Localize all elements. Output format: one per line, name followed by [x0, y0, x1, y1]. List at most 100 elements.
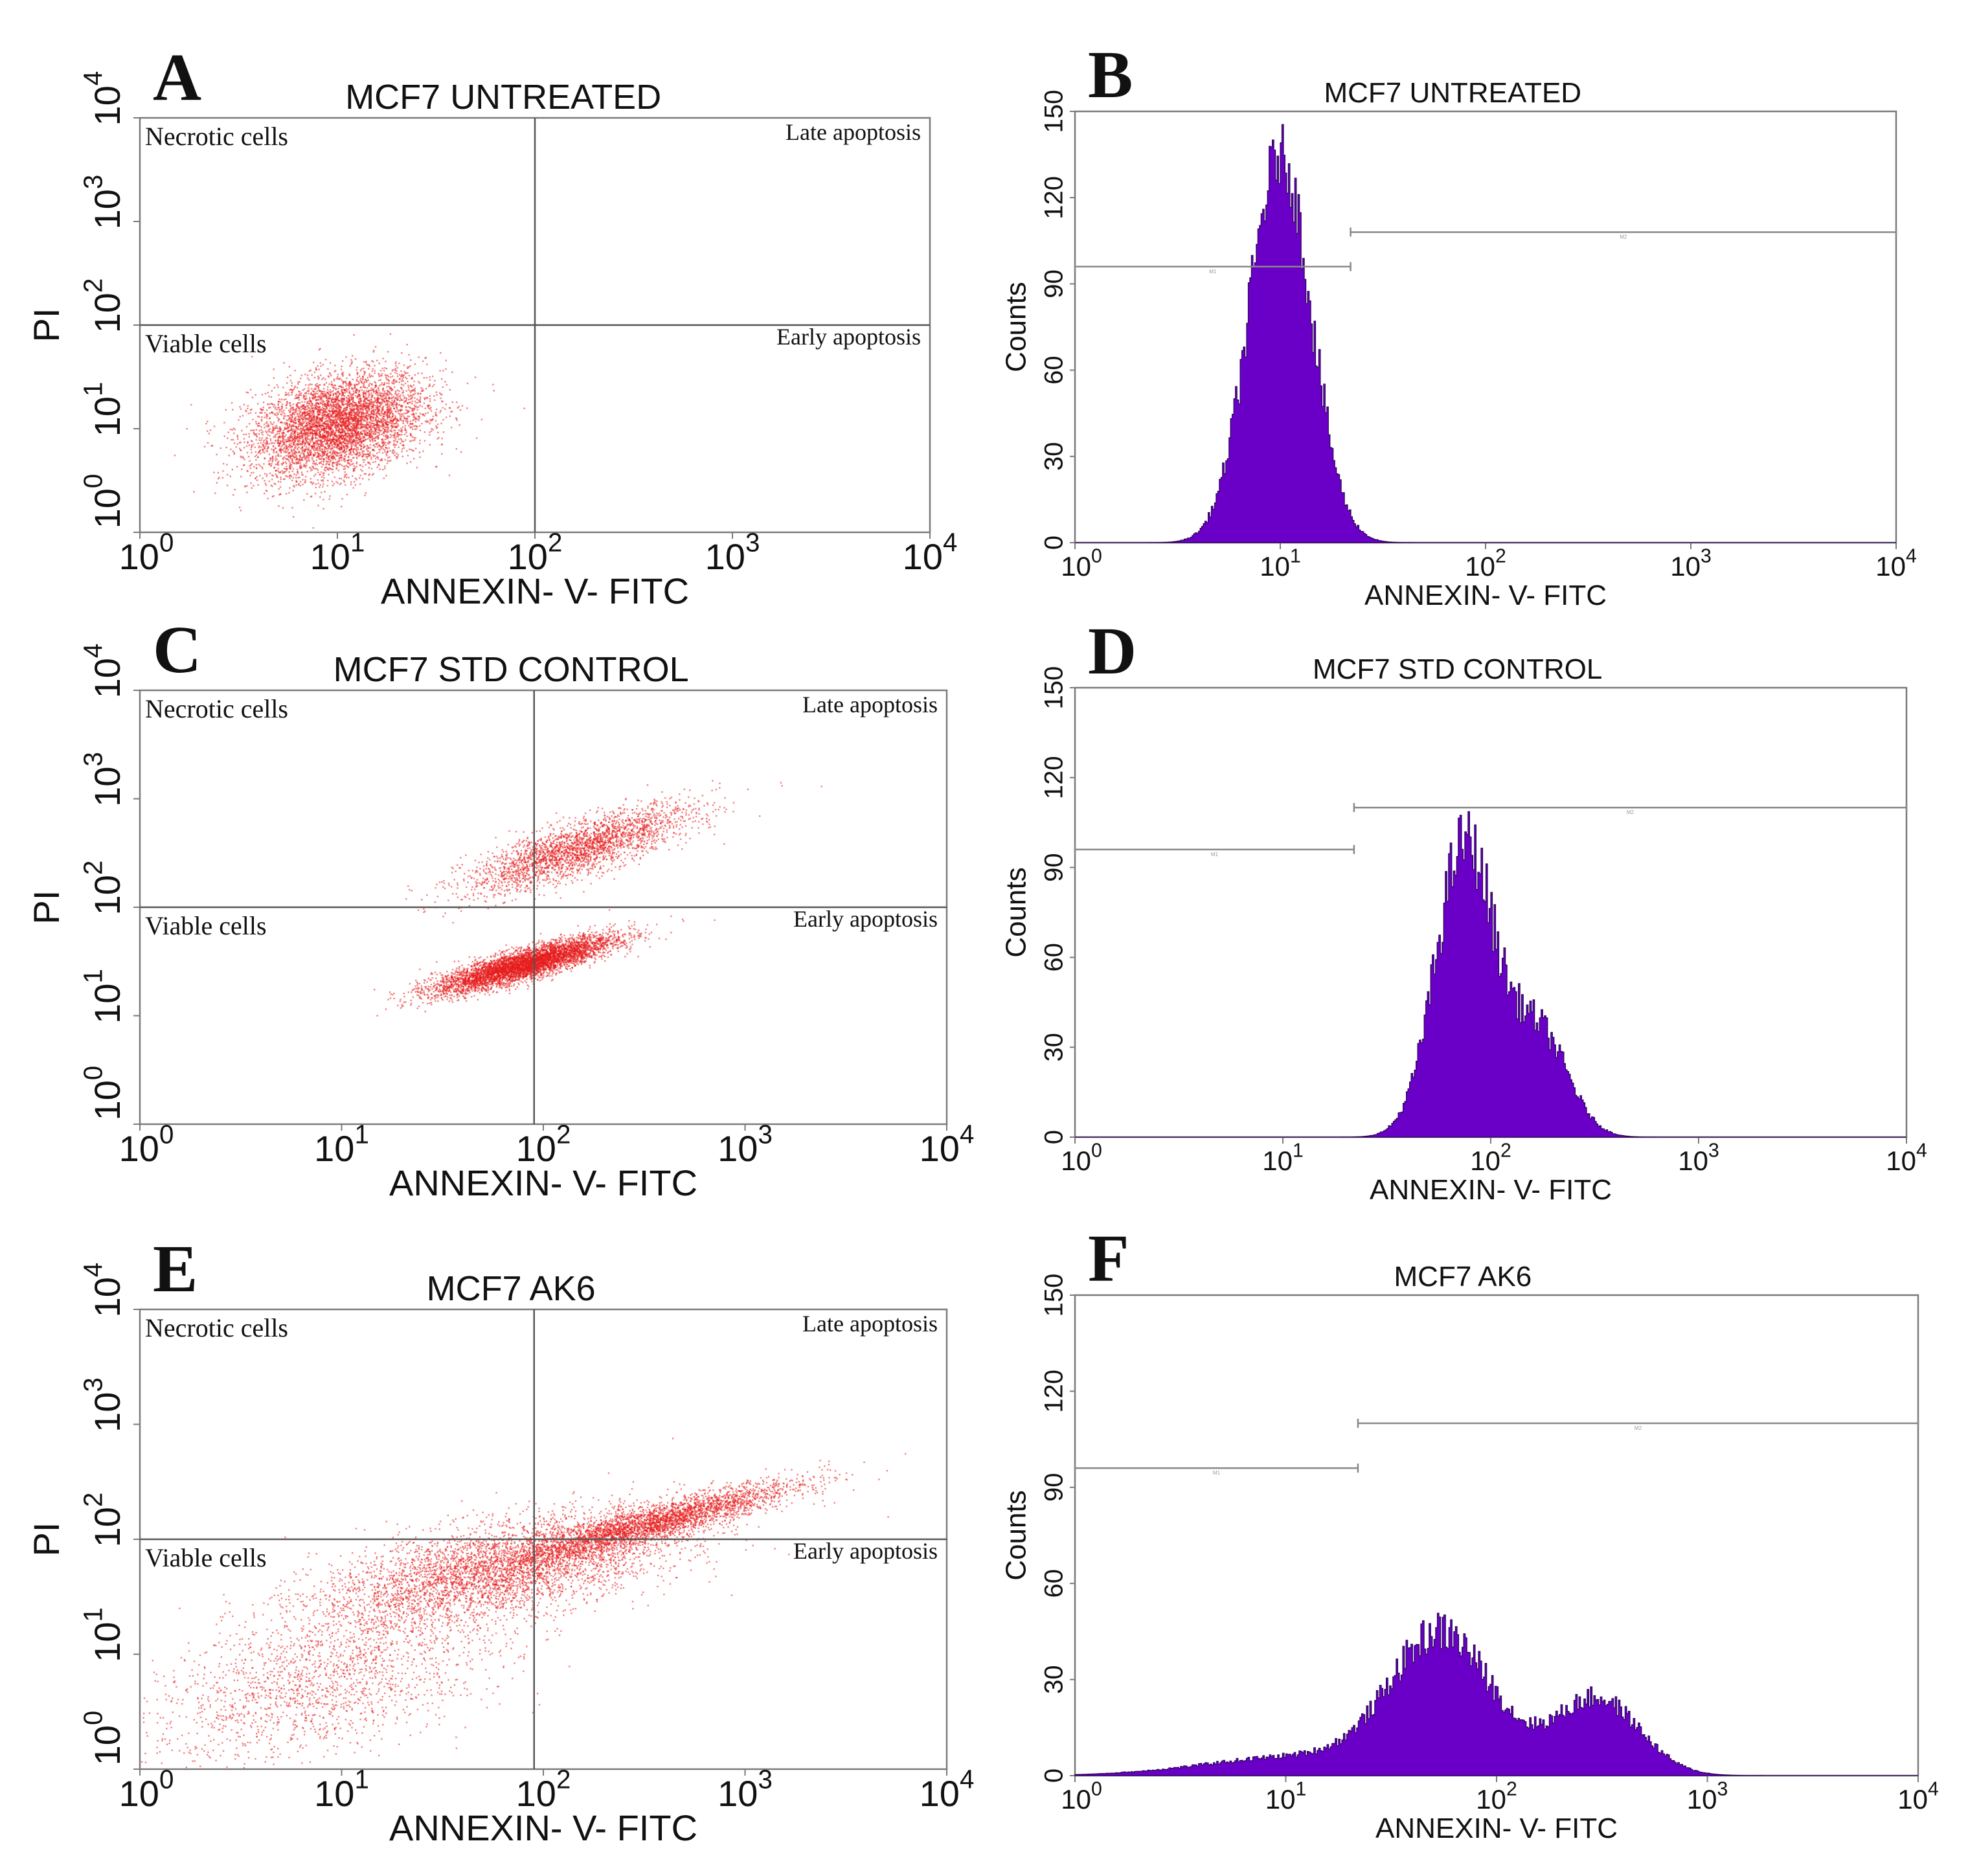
x-tick-label-2-exponent: 2 — [556, 1119, 571, 1149]
y-tick-label-3: 90 — [1040, 853, 1069, 882]
gate-label-m2: M2 — [1620, 234, 1627, 240]
scatter-points — [141, 1438, 906, 1769]
svg-text:100: 100 — [119, 527, 174, 577]
y-tick-label-4-exponent: 4 — [78, 71, 107, 85]
x-tick-label-2: 102 — [1465, 545, 1506, 582]
x-tick-label-1: 101 — [1262, 1140, 1304, 1176]
y-tick-label-4-exponent: 4 — [78, 1263, 107, 1277]
x-axis-label: ANNEXIN- V- FITC — [1364, 580, 1607, 611]
y-tick-label-4: 104 — [78, 644, 128, 699]
x-tick-label-0: 100 — [1061, 545, 1102, 582]
gate-marker-m1: M1 — [1075, 845, 1354, 857]
y-tick-label-0: 0 — [1040, 1769, 1069, 1783]
y-tick-label-0: 0 — [1040, 536, 1069, 550]
x-tick-label-0: 100 — [1061, 1140, 1102, 1176]
y-axis-label: PI — [26, 890, 67, 925]
x-tick-label-3: 103 — [1670, 545, 1712, 582]
x-tick-label-2: 102 — [1470, 1140, 1511, 1176]
x-tick-label-0-base: 10 — [1061, 1784, 1091, 1814]
x-tick-label-3-base: 10 — [718, 1128, 758, 1169]
y-tick-label-0-base: 10 — [87, 488, 128, 528]
chart-title: MCF7 STD CONTROL — [1313, 653, 1602, 685]
y-tick-label-4: 104 — [78, 1263, 128, 1318]
chart-title: MCF7 AK6 — [1394, 1261, 1532, 1293]
x-tick-label-4: 104 — [1897, 1778, 1939, 1814]
x-tick-label-1-exponent: 1 — [354, 1119, 368, 1149]
y-tick-label-0-exponent: 0 — [78, 1711, 107, 1725]
x-tick-label-1: 101 — [1260, 545, 1301, 582]
population-1 — [174, 333, 525, 529]
y-tick-label-5: 150 — [1040, 90, 1069, 133]
quadrant-label-viable: Viable cells — [145, 1543, 267, 1572]
x-tick-label-4-exponent: 4 — [943, 527, 957, 557]
y-tick-label-4: 120 — [1040, 176, 1069, 220]
panel-letter: F — [1088, 1221, 1129, 1296]
x-tick-label-1-base: 10 — [1265, 1784, 1296, 1814]
x-tick-label-2-base: 10 — [1465, 551, 1495, 582]
population-3 — [141, 1492, 649, 1769]
y-tick-label-2: 102 — [78, 861, 128, 916]
y-tick-label-1: 30 — [1040, 442, 1069, 471]
x-tick-label-0-base: 10 — [119, 536, 159, 577]
x-tick-label-3-base: 10 — [705, 536, 745, 577]
x-tick-label-1-base: 10 — [1262, 1146, 1293, 1176]
y-tick-label-2: 102 — [78, 278, 128, 333]
histogram-area — [1075, 124, 1896, 543]
y-tick-label-3-exponent: 3 — [78, 1377, 107, 1392]
x-tick-label-4-base: 10 — [1886, 1146, 1916, 1176]
y-axis-label: PI — [26, 308, 67, 343]
quadrant-label-necrotic: Necrotic cells — [145, 122, 288, 151]
y-tick-label-3-base: 10 — [87, 767, 128, 807]
y-tick-label-2: 60 — [1040, 1569, 1069, 1598]
y-tick-label-2-base: 10 — [87, 293, 128, 333]
x-tick-label-2-base: 10 — [1470, 1146, 1500, 1176]
y-tick-label-3-base: 10 — [87, 189, 128, 229]
x-tick-label-1-base: 10 — [314, 1773, 354, 1814]
scatter-points — [174, 333, 525, 529]
panel-letter: B — [1088, 38, 1133, 112]
gate-marker-m2: M2 — [1351, 227, 1896, 240]
y-tick-label-1: 101 — [78, 1607, 128, 1662]
y-tick-label-5: 150 — [1040, 666, 1069, 710]
gate-label-m1: M1 — [1213, 1470, 1221, 1476]
x-tick-label-3-base: 10 — [718, 1773, 758, 1814]
histogram-area — [1075, 1613, 1918, 1776]
y-axis-label: PI — [26, 1522, 67, 1557]
gate-label-m2: M2 — [1627, 809, 1634, 815]
x-tick-label-3-exponent: 3 — [1701, 545, 1712, 567]
chart-title: MCF7 UNTREATED — [1324, 77, 1581, 109]
plot-frame — [1075, 111, 1896, 543]
quadrant-label-viable: Viable cells — [145, 329, 267, 358]
x-tick-label-0: 100 — [119, 1764, 174, 1814]
y-tick-label-2-exponent: 2 — [78, 278, 107, 293]
y-tick-label-1-exponent: 1 — [78, 1607, 107, 1622]
x-tick-label-0-exponent: 0 — [159, 1119, 174, 1149]
y-tick-label-2-base: 10 — [87, 1507, 128, 1547]
quadrant-label-early-apoptosis: Early apoptosis — [776, 324, 921, 350]
quadrant-label-early-apoptosis: Early apoptosis — [793, 1538, 938, 1564]
y-tick-label-0: 100 — [78, 1711, 128, 1766]
x-tick-label-0-base: 10 — [1061, 551, 1091, 582]
population-2 — [405, 780, 822, 924]
y-tick-label-1-exponent: 1 — [78, 969, 107, 983]
quadrant-label-late-apoptosis: Late apoptosis — [802, 1311, 938, 1337]
gate-label-m1: M1 — [1211, 852, 1219, 857]
x-tick-label-1-exponent: 1 — [354, 1764, 368, 1794]
chart-title: MCF7 STD CONTROL — [334, 650, 689, 689]
x-tick-label-0: 100 — [1061, 1778, 1102, 1814]
histogram-area — [1075, 811, 1906, 1137]
x-tick-label-0-exponent: 0 — [1091, 545, 1102, 567]
y-tick-label-3: 90 — [1040, 269, 1069, 299]
x-tick-label-3: 103 — [1687, 1778, 1728, 1814]
gate-marker-m1: M1 — [1075, 1464, 1358, 1476]
y-tick-label-3-exponent: 3 — [78, 175, 107, 189]
y-axis-label: Counts — [1001, 282, 1032, 372]
x-tick-label-4-base: 10 — [1875, 551, 1906, 582]
x-tick-label-1-base: 10 — [1260, 551, 1290, 582]
y-tick-label-3: 103 — [78, 752, 128, 807]
y-tick-label-0-exponent: 0 — [78, 474, 107, 488]
x-tick-label-0: 100 — [119, 527, 174, 577]
